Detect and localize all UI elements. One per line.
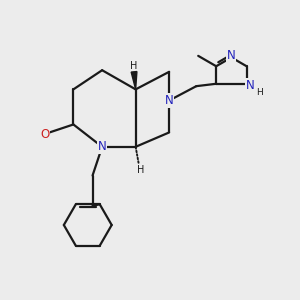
Text: N: N <box>98 140 106 153</box>
Text: H: H <box>130 61 138 71</box>
Text: N: N <box>227 50 236 62</box>
Text: H: H <box>256 88 263 97</box>
Text: H: H <box>137 165 144 175</box>
Text: N: N <box>165 94 173 107</box>
Text: N: N <box>245 79 254 92</box>
Polygon shape <box>131 71 137 89</box>
Text: O: O <box>40 128 49 140</box>
